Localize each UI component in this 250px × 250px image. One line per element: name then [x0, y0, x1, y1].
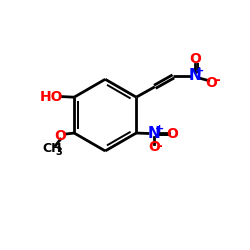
Text: O: O	[55, 128, 66, 142]
Text: N: N	[189, 68, 202, 84]
Text: 3: 3	[55, 146, 62, 156]
Text: -: -	[156, 139, 162, 153]
Text: CH: CH	[42, 142, 62, 155]
Text: HO: HO	[40, 90, 64, 104]
Text: O: O	[166, 126, 178, 140]
Text: O: O	[148, 140, 160, 154]
Text: N: N	[148, 126, 161, 141]
Text: +: +	[195, 66, 204, 76]
Text: O: O	[189, 52, 201, 66]
Text: O: O	[206, 76, 218, 90]
Text: -: -	[214, 73, 220, 87]
Text: +: +	[155, 124, 164, 134]
